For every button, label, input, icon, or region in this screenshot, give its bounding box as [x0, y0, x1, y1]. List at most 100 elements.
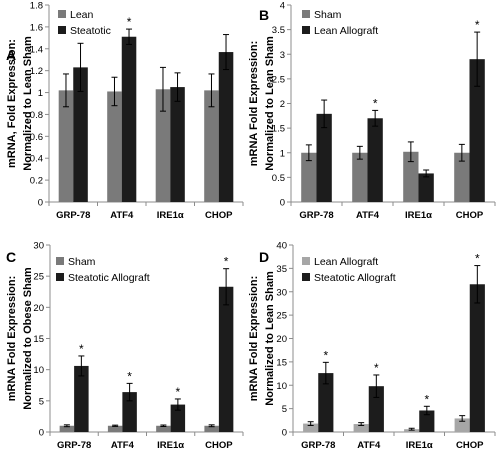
y-tick-label: 1	[280, 148, 285, 159]
bar-series-1	[107, 425, 123, 432]
category-label: ATF4	[111, 440, 135, 451]
significance-marker: *	[475, 252, 480, 266]
y-tick-label: 0.6	[30, 132, 43, 143]
significance-marker: *	[424, 392, 429, 406]
y-tick-label: 5	[282, 404, 287, 415]
category-label: ATF4	[357, 440, 381, 451]
y-axis-label-line-2: Normalized to Obese Sham	[22, 267, 34, 410]
panel-letter: C	[6, 249, 16, 265]
y-tick-label: 5	[39, 396, 44, 407]
y-tick-label: 40	[276, 241, 287, 252]
bar-series-2	[218, 52, 234, 202]
y-axis-label-line-1: mRNA Fold Expression:	[6, 276, 18, 402]
y-tick-label: 25	[33, 272, 44, 283]
y-tick-label: 0	[38, 198, 43, 209]
bar-series-2	[469, 284, 485, 432]
bar-series-1	[58, 90, 74, 202]
y-tick-label: 20	[276, 334, 287, 345]
y-tick-label: 1.8	[30, 1, 43, 12]
y-tick-label: 0.5	[272, 173, 285, 184]
category-label: CHOP	[205, 440, 233, 451]
category-label: CHOP	[456, 210, 484, 221]
legend-label: Steatotic Allograft	[68, 272, 150, 284]
y-axis-label-line-2: Normalized to Lean Sham	[264, 36, 276, 171]
bar-series-1	[156, 425, 171, 432]
y-tick-label: 0	[280, 198, 285, 209]
significance-marker: *	[373, 96, 378, 110]
significance-marker: *	[374, 361, 379, 375]
category-label: IRE1α	[405, 210, 432, 221]
bar-series-2	[170, 404, 186, 432]
legend-swatch	[302, 26, 310, 34]
category-label: IRE1α	[157, 210, 184, 221]
y-axis-label-line-1: mRNA Fold Expression:	[248, 276, 260, 402]
legend-label: Lean Allograft	[314, 256, 378, 268]
bar-series-1	[155, 89, 171, 202]
bar-series-2	[419, 410, 435, 432]
legend-label: Steatotic Allograft	[314, 272, 396, 284]
y-tick-label: 2.5	[272, 74, 285, 85]
y-axis-label-line-1: mRNA, Fold Expression:	[6, 39, 18, 168]
y-tick-label: 35	[276, 264, 287, 275]
legend-label: Lean	[70, 9, 94, 21]
category-label: GRP-78	[56, 210, 90, 221]
panel-letter: D	[259, 249, 269, 265]
y-tick-label: 2	[280, 99, 285, 110]
legend-label: Sham	[314, 9, 342, 21]
bar-series-2	[469, 59, 485, 202]
y-tick-label: 1.2	[30, 66, 43, 77]
y-tick-label: 25	[276, 311, 287, 322]
legend-swatch	[58, 10, 66, 18]
bar-series-2	[218, 286, 234, 432]
legend-swatch	[58, 26, 66, 34]
legend-swatch	[56, 273, 64, 281]
y-tick-label: 1.4	[30, 44, 43, 55]
y-tick-label: 15	[33, 334, 44, 345]
y-tick-label: 0.4	[30, 154, 43, 165]
significance-marker: *	[176, 385, 181, 399]
bar-series-2	[418, 173, 434, 202]
y-tick-label: 0.8	[30, 110, 43, 121]
legend-swatch	[302, 10, 310, 18]
legend-label: Sham	[68, 256, 96, 268]
category-label: IRE1α	[157, 440, 184, 451]
significance-marker: *	[79, 342, 84, 356]
category-label: CHOP	[456, 440, 484, 451]
bar-series-1	[204, 425, 219, 432]
legend-swatch	[56, 257, 64, 265]
y-tick-label: 10	[276, 381, 287, 392]
y-tick-label: 4	[280, 1, 285, 12]
category-label: ATF4	[356, 210, 380, 221]
y-tick-label: 10	[33, 365, 44, 376]
significance-marker: *	[127, 15, 132, 29]
significance-marker: *	[127, 369, 132, 383]
bar-series-1	[107, 91, 122, 202]
y-tick-label: 0.2	[30, 176, 43, 187]
category-label: ATF4	[110, 210, 134, 221]
y-tick-label: 3.5	[272, 25, 285, 36]
bar-series-1	[59, 425, 75, 432]
y-tick-label: 1.6	[30, 22, 43, 33]
panel-letter: B	[259, 7, 269, 23]
legend-swatch	[302, 273, 310, 281]
y-axis-label-line-2: Normalized to Lean Sham	[22, 36, 34, 171]
y-tick-label: 0	[282, 428, 287, 439]
bar-series-1	[204, 90, 219, 202]
y-tick-label: 15	[276, 357, 287, 368]
y-tick-label: 3	[280, 50, 285, 61]
bar-series-2	[170, 87, 185, 202]
category-label: GRP-78	[301, 440, 335, 451]
bar-series-1	[403, 151, 419, 202]
bar-series-2	[367, 118, 383, 202]
y-tick-label: 30	[276, 287, 287, 298]
bar-series-2	[316, 113, 332, 202]
significance-marker: *	[323, 348, 328, 362]
legend-label: Steatotic	[70, 25, 111, 37]
bar-series-2	[368, 386, 384, 432]
significance-marker: *	[224, 255, 229, 269]
